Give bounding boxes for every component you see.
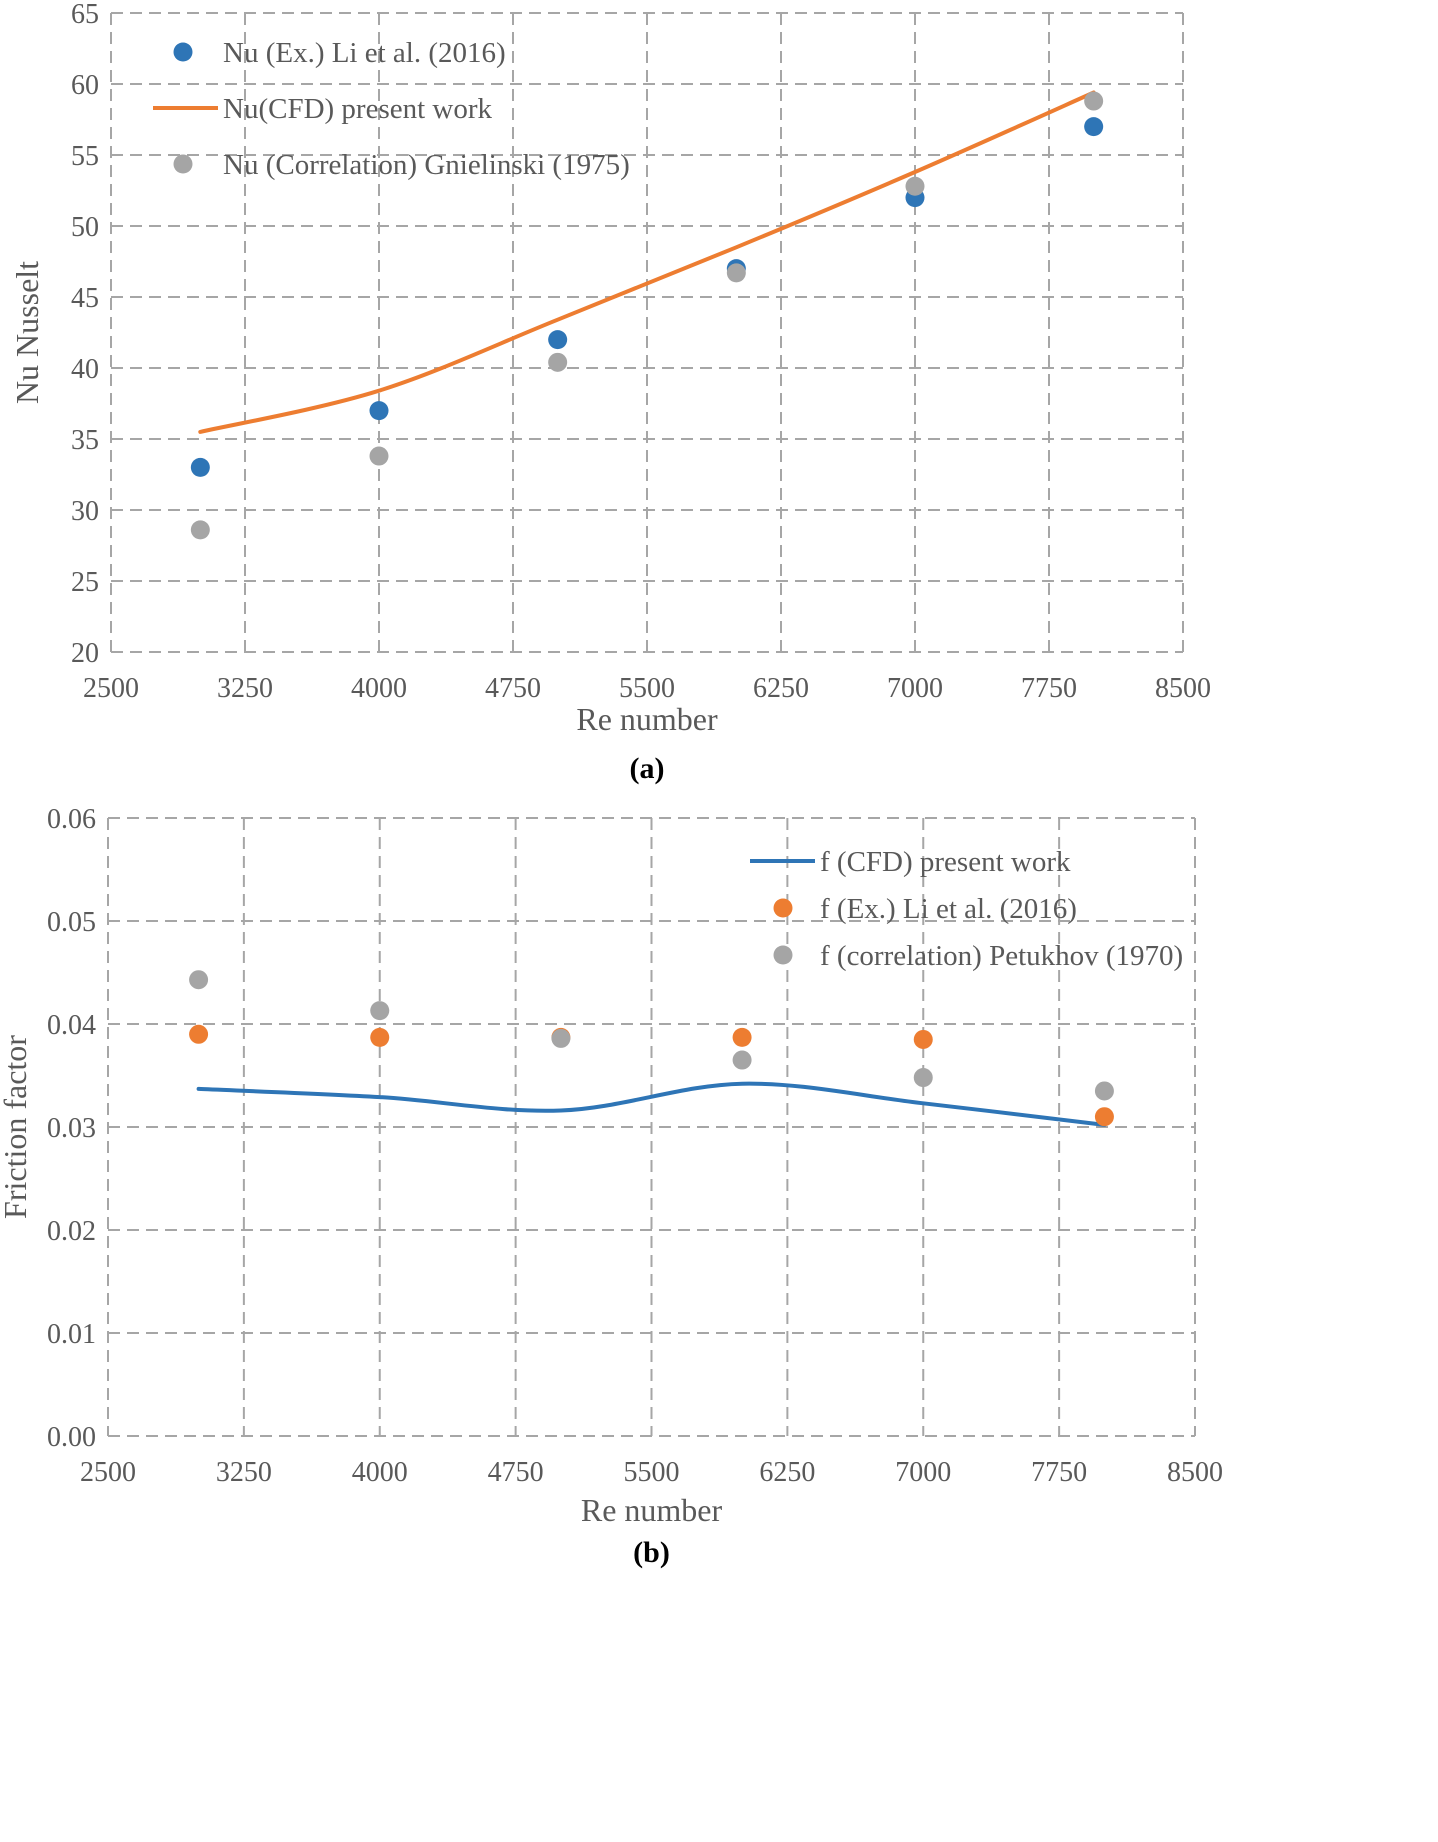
legend-label: Nu (Ex.) Li et al. (2016) — [223, 37, 506, 69]
x-tick-label: 7750 — [1021, 673, 1077, 704]
x-tick-label: 4000 — [351, 673, 407, 704]
legend-label: Nu(CFD) present work — [223, 93, 493, 125]
y-tick-label: 0.01 — [47, 1319, 96, 1350]
point-f-correlation-petukhov-1970-4000 — [370, 1001, 390, 1021]
x-tick-labels-b: 2500 3250 4000 4750 5500 6250 7000 7750 8500 — [80, 1457, 1223, 1488]
x-tick-label: 5500 — [624, 1457, 680, 1488]
point-nu-ex-li-et-al-2016-4000 — [369, 401, 389, 421]
x-tick-label: 4750 — [488, 1457, 544, 1488]
x-tick-label: 2500 — [83, 673, 139, 704]
point-nu-correlation-gnielinski-1975-3000 — [190, 520, 210, 540]
gridlines-a — [110, 12, 1184, 653]
y-tick-label: 0.05 — [47, 907, 96, 938]
legend-label: f (CFD) present work — [820, 846, 1071, 878]
x-tick-label: 5500 — [619, 673, 675, 704]
x-tick-label: 4750 — [485, 673, 541, 704]
series-b — [189, 970, 1114, 1127]
y-tick-label: 0.06 — [47, 804, 96, 835]
y-axis-title-a: Nu Nusselt — [9, 261, 45, 404]
legend-item-f-ex-li-et-al-2016: f (Ex.) Li et al. (2016) — [773, 893, 1077, 925]
legend-item-f-cfd-present-work: f (CFD) present work — [750, 846, 1071, 878]
gridlines-b — [107, 817, 1196, 1437]
x-tick-label: 2500 — [80, 1457, 136, 1488]
x-tick-label: 4000 — [352, 1457, 408, 1488]
legend-label: f (correlation) Petukhov (1970) — [820, 940, 1183, 972]
y-tick-label: 55 — [71, 141, 99, 172]
point-f-correlation-petukhov-1970-5000 — [551, 1028, 571, 1048]
y-tick-label: 65 — [71, 0, 99, 30]
y-tick-label: 40 — [71, 354, 99, 385]
y-tick-label: 20 — [71, 638, 99, 669]
x-tick-label: 7000 — [895, 1457, 951, 1488]
point-f-ex-li-et-al-2016-6000 — [732, 1027, 752, 1047]
point-f-correlation-petukhov-1970-6000 — [732, 1050, 752, 1070]
x-tick-label: 6250 — [759, 1457, 815, 1488]
point-f-ex-li-et-al-2016-3000 — [189, 1024, 209, 1044]
legend-label: Nu (Correlation) Gnielinski (1975) — [223, 149, 630, 181]
y-tick-label: 25 — [71, 567, 99, 598]
point-nu-correlation-gnielinski-1975-7000 — [905, 176, 925, 196]
legend-a: Nu (Ex.) Li et al. (2016) Nu(CFD) present… — [153, 37, 630, 181]
legend-item-nu-correlation-gnielinski-1975: Nu (Correlation) Gnielinski (1975) — [173, 149, 630, 181]
point-nu-ex-li-et-al-2016-5000 — [548, 330, 568, 350]
y-tick-label: 0.00 — [47, 1422, 96, 1453]
x-axis-title-a: Re number — [576, 701, 718, 737]
y-tick-label: 0.04 — [47, 1010, 96, 1041]
point-f-correlation-petukhov-1970-7000 — [913, 1068, 933, 1088]
point-f-ex-li-et-al-2016-8000 — [1094, 1107, 1114, 1127]
chart-a: 2500 3250 4000 4750 5500 6250 7000 7750 8500 202… — [9, 0, 1211, 785]
x-axis-title-b: Re number — [581, 1492, 723, 1528]
y-tick-label: 35 — [71, 425, 99, 456]
y-tick-label: 50 — [71, 212, 99, 243]
x-tick-label: 6250 — [753, 673, 809, 704]
y-tick-label: 60 — [71, 70, 99, 101]
point-nu-ex-li-et-al-2016-8000 — [1084, 117, 1104, 137]
panel-label-a: (a) — [630, 752, 665, 785]
point-nu-correlation-gnielinski-1975-6000 — [726, 263, 746, 283]
point-f-ex-li-et-al-2016-7000 — [913, 1029, 933, 1049]
point-nu-ex-li-et-al-2016-3000 — [190, 457, 210, 477]
point-f-correlation-petukhov-1970-8000 — [1094, 1081, 1114, 1101]
legend-b: f (CFD) present work f (Ex.) Li et al. (2… — [750, 846, 1183, 972]
legend-item-nu-cfd-present-work: Nu(CFD) present work — [153, 93, 493, 125]
y-tick-label: 30 — [71, 496, 99, 527]
series-line-nu-cfd-present-work — [198, 90, 1096, 434]
y-tick-label: 0.03 — [47, 1113, 96, 1144]
legend-label: f (Ex.) Li et al. (2016) — [820, 893, 1077, 925]
panel-label-b: (b) — [633, 1536, 670, 1569]
point-nu-correlation-gnielinski-1975-5000 — [548, 352, 568, 372]
x-tick-label: 7000 — [887, 673, 943, 704]
point-f-correlation-petukhov-1970-3000 — [189, 970, 209, 990]
legend-swatch — [773, 945, 793, 965]
legend-swatch — [773, 898, 793, 918]
y-tick-label: 45 — [71, 283, 99, 314]
x-tick-label: 3250 — [217, 673, 273, 704]
point-f-ex-li-et-al-2016-4000 — [370, 1027, 390, 1047]
chart-b: 2500 3250 4000 4750 5500 6250 7000 7750 8500 0.0… — [0, 804, 1223, 1569]
x-tick-label: 3250 — [216, 1457, 272, 1488]
legend-swatch — [173, 154, 193, 174]
legend-swatch — [173, 42, 193, 62]
y-axis-title-b: Friction factor — [0, 1035, 33, 1219]
x-tick-labels-a: 2500 3250 4000 4750 5500 6250 7000 7750 8500 — [83, 673, 1211, 704]
legend-item-nu-ex-li-et-al-2016: Nu (Ex.) Li et al. (2016) — [173, 37, 506, 69]
point-nu-correlation-gnielinski-1975-8000 — [1084, 91, 1104, 111]
y-tick-labels-a: 20 25 30 35 40 45 50 55 60 65 — [71, 0, 99, 669]
y-tick-label: 0.02 — [47, 1216, 96, 1247]
x-tick-label: 7750 — [1031, 1457, 1087, 1488]
x-tick-label: 8500 — [1155, 673, 1211, 704]
legend-item-f-correlation-petukhov-1970: f (correlation) Petukhov (1970) — [773, 940, 1183, 972]
x-tick-label: 8500 — [1167, 1457, 1223, 1488]
series-line-f-cfd-present-work — [196, 1081, 1107, 1127]
series-a — [190, 90, 1104, 540]
y-tick-labels-b: 0.00 0.01 0.02 0.03 0.04 0.05 0.06 — [47, 804, 96, 1453]
point-nu-correlation-gnielinski-1975-4000 — [369, 446, 389, 466]
